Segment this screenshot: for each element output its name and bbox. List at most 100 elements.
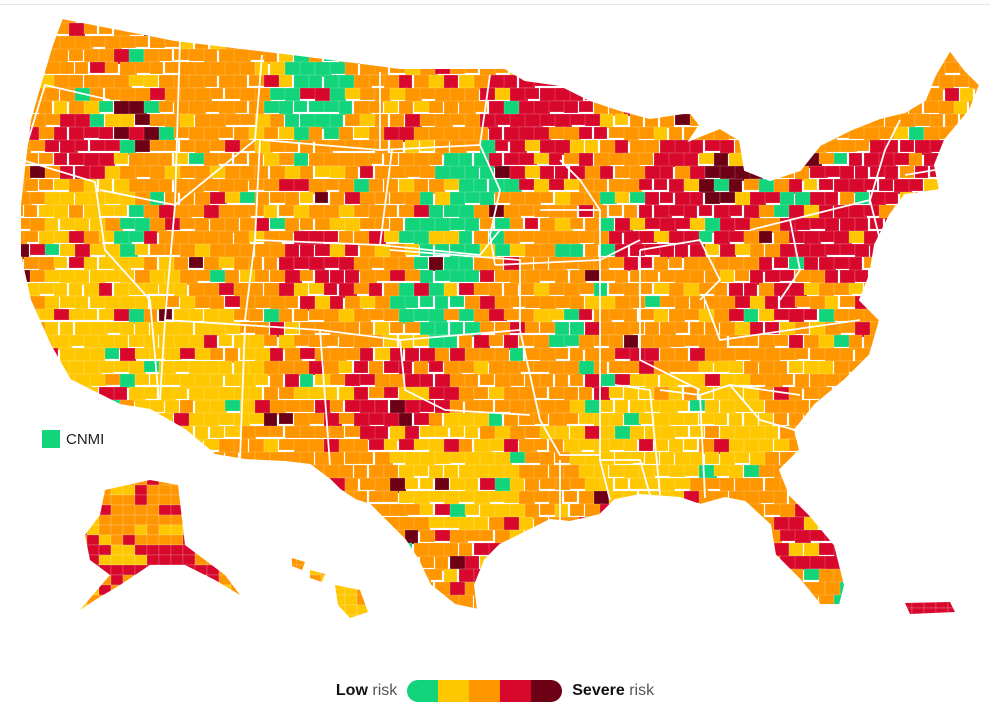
county-cell[interactable] bbox=[230, 534, 243, 546]
county-cell[interactable] bbox=[308, 438, 325, 453]
county-cell[interactable] bbox=[953, 490, 973, 507]
county-cell[interactable] bbox=[299, 10, 315, 23]
county-cell[interactable] bbox=[188, 204, 206, 218]
county-cell[interactable] bbox=[728, 22, 747, 38]
county-cell[interactable] bbox=[563, 594, 580, 607]
county-cell[interactable] bbox=[182, 564, 196, 576]
county-cell[interactable] bbox=[788, 126, 805, 141]
county-cell[interactable] bbox=[113, 152, 129, 165]
county-cell[interactable] bbox=[143, 152, 161, 167]
county-cell[interactable] bbox=[683, 334, 702, 347]
county-cell[interactable] bbox=[524, 165, 542, 179]
county-cell[interactable] bbox=[149, 399, 165, 413]
county-cell[interactable] bbox=[15, 87, 34, 103]
county-cell[interactable] bbox=[824, 451, 844, 465]
county-cell[interactable] bbox=[344, 347, 361, 361]
county-cell[interactable] bbox=[578, 308, 593, 321]
county-cell[interactable] bbox=[599, 113, 614, 129]
county-cell[interactable] bbox=[164, 607, 183, 620]
county-cell[interactable] bbox=[689, 10, 708, 24]
county-cell[interactable] bbox=[320, 584, 334, 596]
county-cell[interactable] bbox=[923, 308, 938, 322]
county-cell[interactable] bbox=[584, 529, 604, 542]
county-cell[interactable] bbox=[908, 22, 928, 39]
county-cell[interactable] bbox=[404, 373, 421, 389]
county-cell[interactable] bbox=[98, 475, 112, 486]
county-cell[interactable] bbox=[614, 581, 634, 598]
county-cell[interactable] bbox=[368, 438, 386, 451]
county-cell[interactable] bbox=[569, 269, 587, 285]
county-cell[interactable] bbox=[494, 425, 513, 440]
county-cell[interactable] bbox=[848, 230, 867, 244]
county-cell[interactable] bbox=[458, 126, 476, 142]
county-cell[interactable] bbox=[824, 217, 840, 233]
county-cell[interactable] bbox=[359, 35, 378, 49]
county-cell[interactable] bbox=[728, 256, 745, 271]
county-cell[interactable] bbox=[908, 490, 928, 506]
county-cell[interactable] bbox=[854, 451, 873, 466]
county-cell[interactable] bbox=[974, 217, 990, 232]
county-cell[interactable] bbox=[614, 165, 631, 179]
county-cell[interactable] bbox=[554, 269, 569, 285]
county-cell[interactable] bbox=[758, 22, 776, 36]
county-cell[interactable] bbox=[263, 412, 278, 428]
county-cell[interactable] bbox=[464, 503, 480, 516]
county-cell[interactable] bbox=[464, 529, 483, 542]
county-cell[interactable] bbox=[86, 494, 100, 506]
county-cell[interactable] bbox=[269, 477, 287, 493]
county-cell[interactable] bbox=[968, 438, 982, 454]
county-cell[interactable] bbox=[170, 604, 184, 615]
county-cell[interactable] bbox=[908, 334, 925, 349]
county-cell[interactable] bbox=[194, 475, 208, 486]
county-cell[interactable] bbox=[299, 139, 314, 155]
county-cell[interactable] bbox=[158, 564, 172, 576]
county-cell[interactable] bbox=[914, 35, 933, 50]
county-cell[interactable] bbox=[749, 425, 767, 440]
county-cell[interactable] bbox=[368, 152, 383, 165]
county-cell[interactable] bbox=[848, 48, 866, 65]
county-cell[interactable] bbox=[563, 100, 579, 114]
county-cell[interactable] bbox=[434, 35, 453, 51]
county-cell[interactable] bbox=[74, 555, 90, 570]
county-cell[interactable] bbox=[908, 412, 923, 425]
county-cell[interactable] bbox=[728, 308, 745, 322]
county-cell[interactable] bbox=[194, 10, 211, 23]
county-cell[interactable] bbox=[923, 256, 943, 270]
county-cell[interactable] bbox=[728, 204, 743, 217]
county-cell[interactable] bbox=[953, 360, 968, 373]
county-cell[interactable] bbox=[653, 178, 668, 191]
county-cell[interactable] bbox=[953, 256, 972, 272]
county-cell[interactable] bbox=[209, 191, 228, 205]
county-cell[interactable] bbox=[44, 399, 60, 416]
county-cell[interactable] bbox=[254, 373, 269, 386]
county-cell[interactable] bbox=[674, 87, 694, 100]
county-cell[interactable] bbox=[83, 568, 98, 585]
county-cell[interactable] bbox=[434, 581, 453, 596]
county-cell[interactable] bbox=[344, 529, 362, 545]
county-cell[interactable] bbox=[899, 165, 915, 179]
county-cell[interactable] bbox=[938, 386, 954, 400]
hawaii-region[interactable] bbox=[285, 555, 381, 625]
county-cell[interactable] bbox=[29, 607, 49, 620]
county-cell[interactable] bbox=[839, 113, 858, 126]
county-cell[interactable] bbox=[179, 347, 196, 360]
county-cell[interactable] bbox=[243, 565, 255, 575]
county-cell[interactable] bbox=[794, 217, 811, 231]
county-cell[interactable] bbox=[644, 139, 660, 154]
county-cell[interactable] bbox=[689, 399, 706, 412]
county-cell[interactable] bbox=[803, 308, 818, 321]
county-cell[interactable] bbox=[509, 373, 525, 387]
county-cell[interactable] bbox=[369, 615, 381, 625]
county-cell[interactable] bbox=[182, 584, 196, 596]
county-cell[interactable] bbox=[38, 412, 53, 428]
county-cell[interactable] bbox=[53, 516, 68, 529]
county-cell[interactable] bbox=[278, 126, 296, 140]
county-cell[interactable] bbox=[179, 113, 195, 128]
county-cell[interactable] bbox=[794, 529, 812, 544]
county-cell[interactable] bbox=[593, 386, 611, 402]
county-cell[interactable] bbox=[75, 514, 88, 526]
county-cell[interactable] bbox=[593, 568, 613, 582]
county-cell[interactable] bbox=[749, 61, 764, 78]
county-cell[interactable] bbox=[884, 61, 904, 77]
county-cell[interactable] bbox=[146, 484, 160, 496]
